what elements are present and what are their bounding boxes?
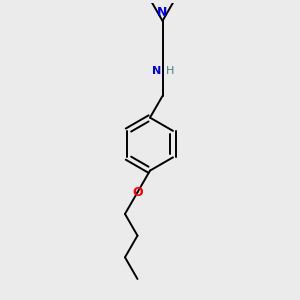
Text: O: O: [132, 186, 143, 199]
Text: N: N: [157, 6, 168, 20]
Text: N: N: [152, 66, 161, 76]
Text: H: H: [166, 66, 174, 76]
